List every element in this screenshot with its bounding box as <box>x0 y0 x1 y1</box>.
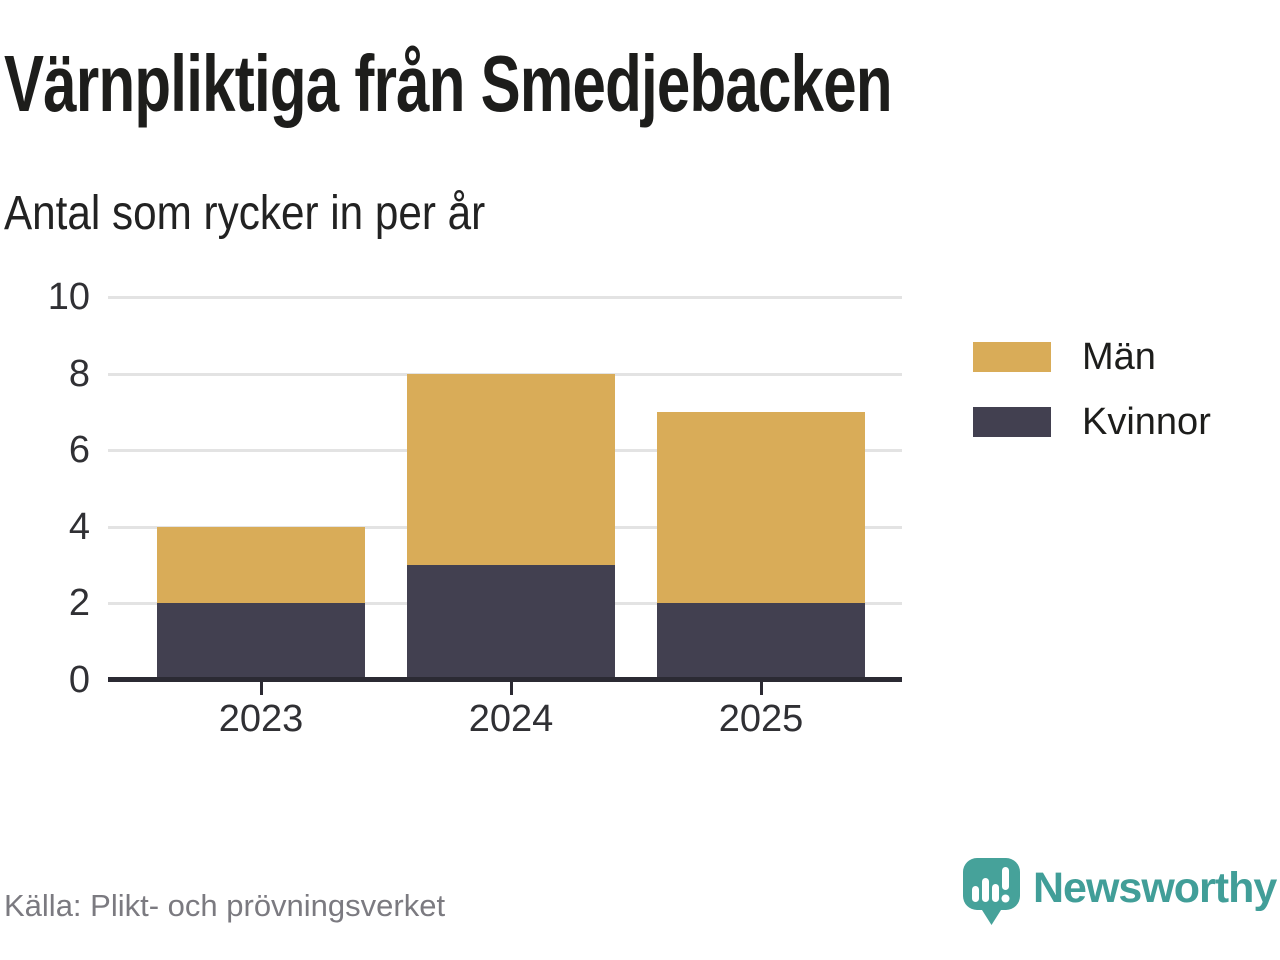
legend-label-kvinnor: Kvinnor <box>1082 401 1211 443</box>
y-tick-label-2: 2 <box>68 582 90 625</box>
bar-segment-man-2023 <box>157 526 365 604</box>
x-tick-label-2023: 2023 <box>218 698 304 740</box>
y-tick-label-4: 4 <box>68 505 90 548</box>
y-tick-label-10: 10 <box>47 276 90 318</box>
legend-swatch-män <box>973 342 1051 372</box>
y-tick-label-0: 0 <box>68 659 90 701</box>
page-title: Värnpliktiga från Smedjebacken <box>4 39 893 128</box>
y-tick-label-6: 6 <box>68 429 90 472</box>
x-tick-label-2024: 2024 <box>468 698 554 740</box>
bar-2024 <box>407 373 615 680</box>
legend: Män Kvinnor <box>973 338 1211 468</box>
legend-item-män: Män <box>973 338 1211 376</box>
chart-subtitle: Antal som rycker in per år <box>4 187 486 240</box>
bar-segment-kvinnor-2023 <box>157 603 365 680</box>
y-tick-label-8: 8 <box>68 352 90 395</box>
x-axis-line <box>108 677 902 682</box>
plot-area <box>108 296 902 682</box>
bar-segment-kvinnor-2024 <box>407 565 615 680</box>
legend-item-kvinnor: Kvinnor <box>973 403 1211 441</box>
newsworthy-brand: Newsworthy <box>963 858 1277 928</box>
bar-2025 <box>657 411 865 680</box>
newsworthy-wordmark: Newsworthy <box>1033 864 1277 912</box>
bar-2023 <box>157 526 365 680</box>
x-tick-2024 <box>509 682 513 695</box>
bar-segment-man-2025 <box>657 411 865 604</box>
gridline-y10 <box>108 296 902 299</box>
x-tick-label-2025: 2025 <box>718 698 804 740</box>
legend-swatch-kvinnor <box>973 407 1051 437</box>
legend-label-män: Män <box>1082 336 1156 378</box>
x-tick-2025 <box>759 682 763 695</box>
bar-segment-kvinnor-2025 <box>657 603 865 680</box>
x-tick-2023 <box>259 682 263 695</box>
newsworthy-logo-icon <box>963 858 1020 925</box>
source-note: Källa: Plikt- och prövningsverket <box>4 888 446 923</box>
bar-segment-man-2024 <box>407 373 615 566</box>
